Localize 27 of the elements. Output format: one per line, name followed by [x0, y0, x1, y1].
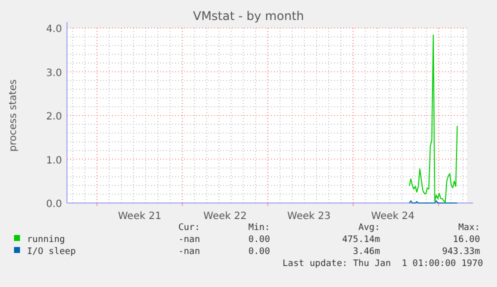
y-axis-title: process states [8, 79, 19, 152]
y-tick-label: 3.0 [46, 68, 62, 79]
text: Cur: [178, 223, 200, 233]
x-tick-label: Week 23 [287, 211, 331, 222]
text: Min: [248, 223, 270, 233]
text: 3.46m [352, 247, 380, 257]
x-tick-label: Week 21 [118, 211, 162, 222]
text: 475.14m [342, 235, 380, 245]
y-tick-label: 4.0 [46, 24, 62, 35]
y-tick-label: 0.0 [46, 199, 62, 210]
text: -nan [178, 247, 200, 257]
legend-label: running [27, 235, 65, 245]
x-tick-label: Week 22 [203, 211, 247, 222]
text: 16.00 [452, 235, 480, 245]
text: Avg: [358, 223, 380, 233]
text: -nan [178, 235, 200, 245]
legend-label: I/O sleep [27, 247, 76, 257]
text: 943.33m [442, 247, 480, 257]
text: 0.00 [248, 235, 270, 245]
chart-title: VMstat - by month [192, 9, 304, 23]
text: 0.00 [248, 247, 270, 257]
text: Max: [458, 223, 480, 233]
x-tick-label: Week 24 [371, 211, 414, 222]
text: Last update: Thu Jan 1 01:00:00 1970 [282, 259, 483, 269]
y-tick-label: 1.0 [46, 155, 62, 166]
y-tick-label: 2.0 [46, 112, 62, 122]
line-series [408, 34, 458, 203]
